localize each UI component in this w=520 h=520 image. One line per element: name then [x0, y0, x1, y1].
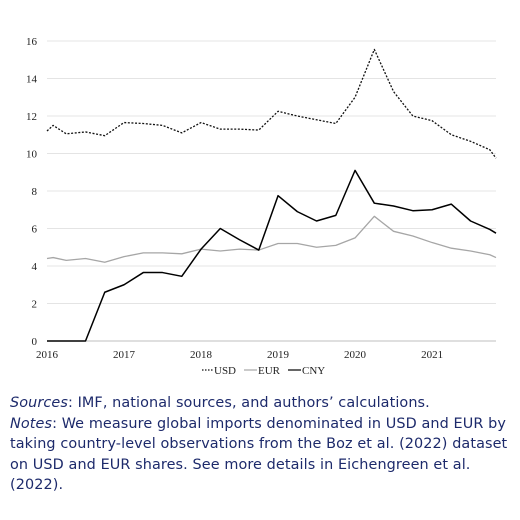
notes-lead: Notes [10, 415, 53, 432]
chart-notes: Sources: IMF, national sources, and auth… [10, 393, 515, 496]
sources-text: : IMF, national sources, and authors’ ca… [67, 395, 430, 411]
y-tick-label: 4 [32, 261, 38, 273]
x-axis-ticks: 2016 2017 2018 2019 2020 2021 [36, 349, 443, 361]
legend: USD EUR CNY [202, 365, 325, 377]
notes-text: : We measure global imports denominated … [10, 415, 508, 494]
y-tick-label: 8 [32, 186, 38, 198]
legend-usd-label: USD [214, 365, 236, 377]
y-tick-label: 16 [26, 36, 38, 48]
x-tick-label: 2019 [267, 349, 290, 361]
line-chart: 0 2 4 6 8 10 12 14 16 2016 2017 2018 2019 2020 2021 U… [26, 36, 497, 377]
y-tick-label: 14 [26, 74, 38, 86]
series-lines [46, 48, 497, 342]
x-tick-label: 2020 [344, 349, 367, 361]
notes-paragraph: Notes: We measure global imports denomin… [10, 414, 515, 496]
y-tick-label: 2 [32, 299, 38, 311]
x-tick-label: 2016 [36, 349, 59, 361]
gridlines [47, 40, 496, 342]
y-tick-label: 12 [26, 111, 37, 123]
x-tick-label: 2018 [190, 349, 213, 361]
y-tick-label: 0 [32, 336, 38, 348]
sources-line: Sources: IMF, national sources, and auth… [10, 393, 515, 414]
series-line-usd [46, 48, 497, 159]
legend-cny-label: CNY [302, 365, 325, 377]
y-tick-label: 6 [32, 224, 38, 236]
legend-eur-label: EUR [258, 365, 281, 377]
x-tick-label: 2021 [421, 349, 443, 361]
y-axis-ticks: 0 2 4 6 8 10 12 14 16 [26, 36, 38, 348]
series-line-eur [46, 215, 497, 263]
sources-lead: Sources [10, 395, 68, 411]
x-tick-label: 2017 [113, 349, 136, 361]
series-line-cny [47, 169, 497, 342]
y-tick-label: 10 [26, 149, 38, 161]
